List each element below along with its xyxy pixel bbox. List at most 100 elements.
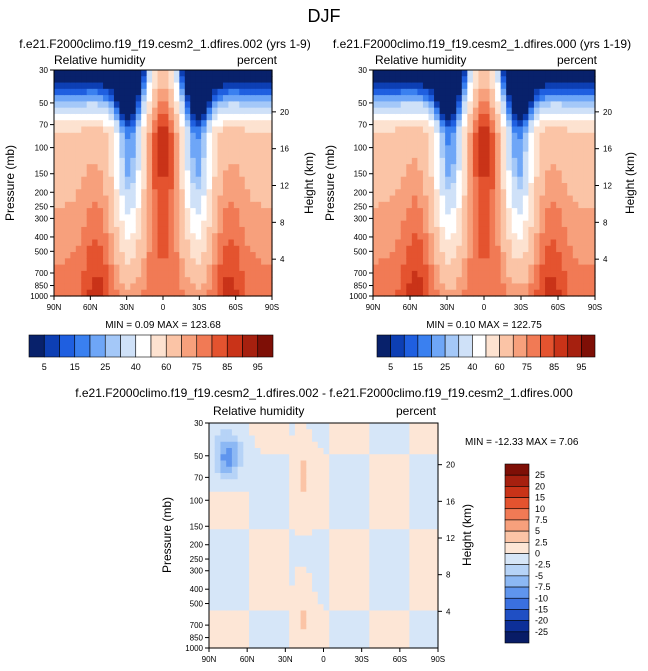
field-cell (168, 252, 175, 259)
field-cell (420, 554, 428, 562)
field-cell (395, 195, 402, 203)
field-cell (97, 214, 104, 222)
field-cell (589, 283, 596, 291)
field-cell (266, 629, 273, 637)
field-cell (209, 579, 216, 587)
field-cell (589, 120, 596, 128)
field-cell (386, 454, 393, 462)
field-cell (461, 289, 468, 297)
field-cell (456, 113, 463, 121)
field-cell (461, 82, 468, 90)
field-cell (403, 491, 410, 499)
field-cell (426, 573, 433, 580)
field-cell (289, 504, 296, 512)
field-cell (572, 132, 579, 140)
field-cell (86, 164, 93, 172)
field-cell (243, 548, 250, 555)
field-cell (403, 479, 410, 487)
field-cell (260, 485, 267, 493)
field-cell (306, 591, 313, 599)
field-cell (478, 277, 485, 285)
field-cell (271, 560, 279, 568)
field-cell (103, 195, 110, 203)
field-cell (467, 214, 474, 222)
field-cell (461, 258, 468, 266)
field-cell (489, 239, 496, 247)
field-cell (380, 623, 388, 630)
field-cell (261, 283, 268, 291)
field-cell (550, 208, 557, 215)
field-cell (323, 548, 330, 555)
field-cell (484, 157, 491, 165)
field-cell (119, 220, 126, 228)
field-cell (484, 176, 491, 184)
field-cell (357, 641, 365, 649)
y-tick-label: 500 (354, 247, 368, 256)
field-cell (217, 176, 224, 184)
field-cell (271, 554, 279, 562)
field-cell (306, 429, 313, 437)
field-cell (406, 289, 413, 297)
field-cell (397, 485, 405, 493)
field-cell (567, 201, 574, 209)
field-cell (400, 208, 407, 215)
field-cell (415, 454, 422, 462)
field-cell (209, 498, 216, 505)
field-cell (472, 264, 480, 272)
field-cell (357, 435, 365, 443)
field-cell (266, 120, 273, 128)
field-cell (271, 573, 279, 580)
field-cell (517, 214, 524, 222)
field-cell (506, 176, 513, 184)
field-cell (266, 548, 273, 555)
field-cell (146, 226, 153, 234)
field-cell (403, 510, 410, 518)
field-cell (220, 560, 227, 568)
field-cell (556, 277, 563, 285)
field-cell (209, 591, 216, 599)
field-cell (97, 70, 104, 77)
field-cell (400, 289, 407, 297)
field-cell (386, 510, 393, 518)
field-cell (395, 170, 402, 178)
field-cell (572, 170, 579, 178)
field-cell (386, 554, 393, 562)
field-cell (397, 504, 405, 512)
field-cell (86, 183, 93, 190)
field-cell (306, 616, 313, 624)
field-cell (220, 641, 227, 649)
field-cell (92, 132, 99, 140)
field-cell (260, 516, 267, 524)
field-cell (420, 635, 428, 643)
field-cell (214, 423, 222, 430)
field-cell (261, 120, 268, 128)
field-cell (54, 195, 61, 203)
field-cell (340, 423, 347, 430)
colorbar-swatch (504, 519, 530, 532)
field-cell (157, 277, 164, 285)
field-cell (417, 170, 424, 178)
field-cell (70, 113, 77, 121)
colorbar-swatch (181, 334, 198, 358)
field-cell (157, 264, 164, 272)
field-cell (478, 214, 485, 222)
field-cell (108, 70, 115, 77)
field-cell (113, 95, 120, 102)
field-cell (583, 189, 591, 197)
field-cell (243, 591, 250, 599)
field-cell (561, 277, 568, 285)
field-cell (403, 435, 410, 443)
field-cell (373, 88, 380, 96)
field-cell (300, 441, 307, 449)
field-cell (346, 579, 353, 587)
field-cell (119, 132, 126, 140)
field-cell (397, 466, 405, 474)
field-cell (312, 591, 319, 599)
field-cell (294, 423, 302, 430)
field-cell (484, 170, 491, 178)
field-cell (173, 195, 180, 203)
field-cell (152, 82, 159, 90)
field-cell (141, 245, 148, 253)
field-cell (113, 233, 120, 241)
field-cell (572, 88, 579, 96)
